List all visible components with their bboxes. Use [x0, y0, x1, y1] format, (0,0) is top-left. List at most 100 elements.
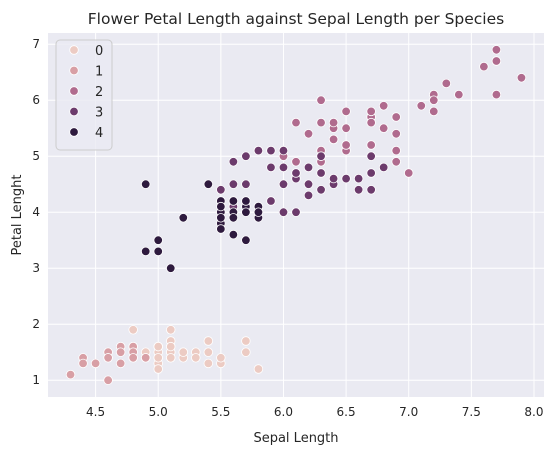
point-series-2 [366, 106, 376, 117]
point-series-2 [316, 117, 326, 128]
legend: 0 1 2 3 4 [55, 39, 113, 151]
point-series-1 [90, 358, 101, 369]
point-series-2 [341, 123, 351, 133]
point-series-4 [241, 207, 251, 217]
point-series-0 [203, 347, 214, 357]
point-series-2 [441, 78, 452, 89]
x-tick-label: 6.5 [337, 405, 356, 419]
y-tick-label: 5 [32, 149, 40, 163]
x-tick-label: 7.0 [399, 405, 418, 419]
point-series-0 [253, 364, 264, 374]
point-series-0 [166, 325, 176, 335]
point-series-3 [353, 185, 364, 195]
point-series-4 [153, 235, 163, 245]
point-series-1 [103, 353, 113, 363]
point-series-4 [216, 224, 226, 234]
point-series-1 [115, 347, 126, 357]
point-series-0 [166, 341, 176, 352]
point-series-4 [228, 229, 239, 240]
point-series-3 [266, 196, 276, 206]
legend-marker [69, 106, 79, 117]
point-series-3 [366, 185, 376, 195]
point-series-2 [429, 95, 439, 105]
point-series-3 [303, 190, 314, 201]
legend-label: 2 [95, 85, 103, 100]
y-tick-label: 7 [32, 37, 40, 51]
y-tick-label: 3 [32, 261, 40, 275]
point-series-2 [341, 140, 351, 150]
point-series-3 [253, 145, 264, 156]
point-series-0 [166, 353, 176, 363]
point-series-0 [153, 353, 163, 363]
point-series-3 [366, 168, 376, 178]
y-tick-labels: 1 2 3 4 5 6 7 [32, 37, 40, 387]
point-series-4 [216, 201, 226, 212]
point-series-1 [140, 353, 151, 363]
legend-marker [69, 45, 79, 55]
point-series-4 [241, 196, 251, 206]
grid-lines [48, 33, 544, 397]
point-series-2 [491, 56, 502, 66]
point-series-2 [316, 95, 326, 105]
point-series-1 [103, 375, 113, 385]
y-tick-label: 6 [32, 93, 40, 107]
point-series-3 [291, 168, 301, 178]
y-tick-label: 1 [32, 373, 40, 387]
point-series-2 [391, 112, 401, 122]
point-series-2 [429, 106, 439, 117]
point-series-2 [491, 89, 502, 100]
point-series-1 [128, 353, 138, 363]
point-series-3 [291, 207, 301, 217]
x-tick-label: 5.0 [149, 405, 168, 419]
point-series-3 [353, 173, 364, 184]
point-series-3 [378, 162, 389, 173]
point-series-0 [241, 336, 251, 346]
point-series-2 [366, 117, 376, 128]
point-series-3 [278, 207, 289, 217]
point-series-2 [516, 73, 527, 83]
point-series-3 [266, 145, 276, 156]
point-series-3 [278, 145, 289, 156]
point-series-2 [416, 101, 426, 111]
legend-label: 1 [95, 65, 103, 80]
point-series-4 [241, 235, 251, 245]
point-series-3 [278, 162, 289, 173]
legend-label: 0 [95, 44, 103, 59]
point-series-3 [316, 151, 326, 161]
legend-marker [69, 86, 79, 96]
point-series-4 [253, 207, 264, 217]
y-tick-label: 2 [32, 317, 40, 331]
point-series-2 [328, 134, 339, 145]
legend-marker [69, 127, 79, 137]
point-series-3 [266, 162, 276, 173]
x-tick-label: 8.0 [524, 405, 543, 419]
x-tick-label: 4.5 [86, 405, 105, 419]
point-series-0 [178, 347, 188, 357]
point-series-2 [378, 101, 389, 111]
point-series-4 [153, 246, 163, 257]
x-tick-label: 5.5 [211, 405, 230, 419]
x-tick-labels: 4.5 5.0 5.5 6.0 6.5 7.0 7.5 8.0 [86, 405, 543, 419]
x-tick-label: 7.5 [462, 405, 481, 419]
point-series-4 [216, 213, 226, 223]
y-tick-label: 4 [32, 205, 40, 219]
point-series-3 [241, 151, 251, 161]
point-series-0 [203, 358, 214, 369]
chart-title: Flower Petal Length against Sepal Length… [88, 10, 504, 28]
point-series-1 [115, 358, 126, 369]
data-points [65, 45, 527, 385]
point-series-2 [391, 145, 401, 156]
point-series-4 [228, 196, 239, 206]
point-series-0 [128, 325, 138, 335]
point-series-3 [341, 173, 351, 184]
legend-label: 4 [95, 126, 103, 141]
point-series-2 [291, 117, 301, 128]
point-series-2 [391, 129, 401, 139]
x-tick-label: 6.0 [274, 405, 293, 419]
point-series-0 [191, 353, 201, 363]
point-series-3 [316, 185, 326, 195]
point-series-3 [241, 179, 251, 189]
point-series-4 [203, 179, 214, 189]
point-series-2 [303, 129, 314, 139]
